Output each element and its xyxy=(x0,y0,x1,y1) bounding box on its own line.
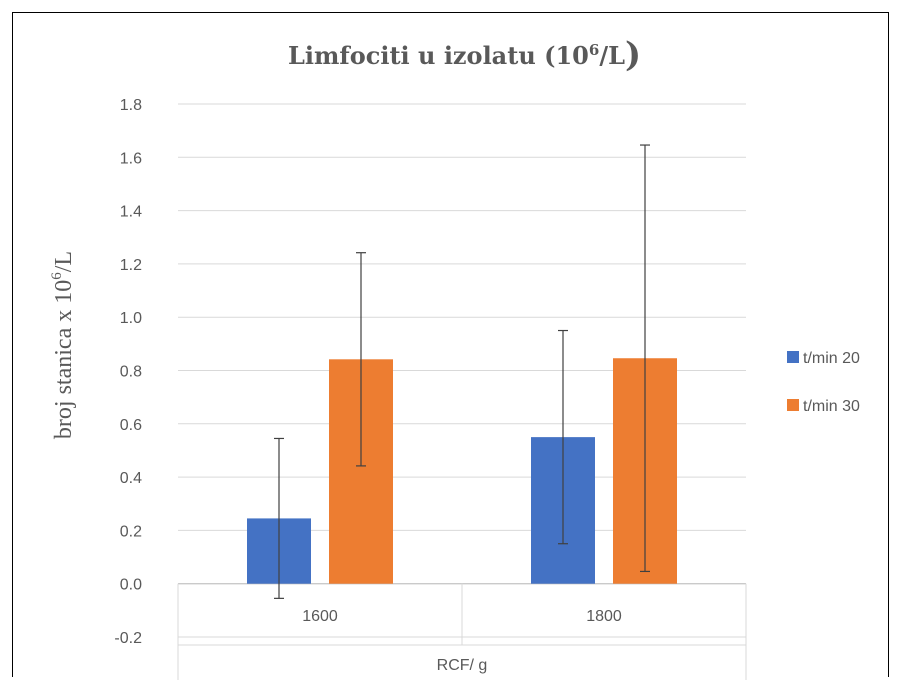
legend-swatch xyxy=(787,399,799,411)
y-tick-label: 1.2 xyxy=(120,257,142,274)
y-tick-label: 0.4 xyxy=(120,470,142,487)
y-tick-label: 0.0 xyxy=(120,577,142,594)
y-tick-label: -0.2 xyxy=(114,630,142,647)
y-tick-label: 0.8 xyxy=(120,364,142,381)
legend-label: t/min 20 xyxy=(803,350,860,367)
chart-title: Limfociti u izolatu (106/L) xyxy=(288,35,641,75)
y-tick-label: 1.0 xyxy=(120,310,142,327)
bars xyxy=(247,358,677,584)
legend-swatch xyxy=(787,351,799,363)
y-tick-label: 0.6 xyxy=(120,417,142,434)
legend-label: t/min 30 xyxy=(803,398,860,415)
legend: t/min 20 t/min 30 xyxy=(787,350,860,415)
y-tick-label: 1.8 xyxy=(120,97,142,114)
y-tick-label: 0.2 xyxy=(120,523,142,540)
x-tick-label: 1600 xyxy=(302,608,338,625)
chart-frame xyxy=(12,12,889,677)
y-tick-label: 1.4 xyxy=(120,204,142,221)
x-axis: 1600 1800 RCF/ g xyxy=(177,583,747,680)
error-bars xyxy=(274,144,650,599)
x-axis-label: RCF/ g xyxy=(437,657,488,674)
y-axis-label: broj stanica x 106/L xyxy=(49,251,77,439)
x-tick-label: 1800 xyxy=(586,608,622,625)
y-tick-label: 1.6 xyxy=(120,150,142,167)
y-axis-ticks: -0.2 0.0 0.2 0.4 0.6 0.8 1.0 1.2 1.4 1.6 1.8 xyxy=(114,97,142,647)
